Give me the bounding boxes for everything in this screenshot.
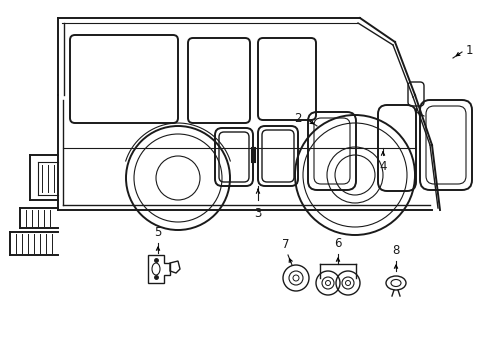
Text: 3: 3	[254, 207, 261, 220]
Text: 8: 8	[391, 244, 399, 257]
Text: 2: 2	[294, 112, 302, 125]
Text: 5: 5	[154, 226, 162, 239]
Text: 4: 4	[379, 160, 386, 173]
Text: 6: 6	[334, 237, 341, 250]
Text: 1: 1	[465, 44, 472, 57]
Text: 7: 7	[282, 238, 289, 251]
